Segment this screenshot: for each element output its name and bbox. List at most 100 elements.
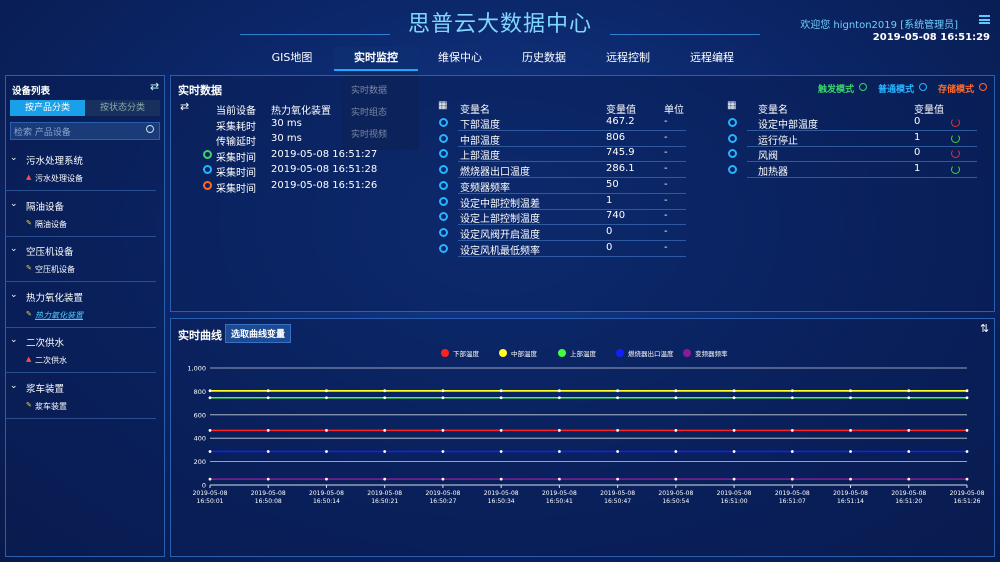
point [266, 396, 270, 400]
table-cell: 设定中部控制温差 [460, 198, 540, 210]
nav-item[interactable]: 远程控制 [606, 51, 650, 64]
point [499, 396, 503, 400]
device-item[interactable]: 二次供水 [35, 356, 67, 365]
device-item[interactable]: 隔油设备 [35, 219, 67, 229]
legend-label: 变频器频率 [695, 349, 728, 358]
x-tick-label: 2019-05-08 16:50:21 [367, 490, 402, 505]
swap-icon[interactable]: ⇄ [180, 100, 190, 113]
nav-item[interactable]: 历史数据 [522, 51, 566, 64]
y-tick-label: 200 [194, 458, 206, 466]
table-cell: - [664, 116, 668, 127]
tab[interactable]: 按状态分类 [85, 100, 160, 116]
point [325, 450, 328, 453]
mode-button[interactable]: 存储模式 [938, 85, 975, 95]
separator [6, 190, 156, 191]
nav-item[interactable]: GIS地图 [271, 51, 313, 64]
group-name[interactable]: 二次供水 [26, 338, 65, 349]
mode-icon [919, 83, 927, 91]
search-box[interactable] [10, 122, 160, 140]
x-tick-label: 2019-05-08 16:51:14 [833, 490, 868, 505]
nav-item[interactable]: 实时监控 [334, 47, 418, 71]
row-icon [439, 196, 448, 206]
table-header: 变量名 [460, 105, 490, 116]
chevron[interactable]: ⌄ [10, 289, 18, 300]
welcome[interactable]: 欢迎您 hignton2019 [系统管理员] [800, 20, 958, 31]
table-cell: 设定上部控制温度 [460, 214, 540, 226]
group-name[interactable]: 热力氧化装置 [26, 292, 84, 304]
row-line [747, 177, 977, 179]
chevron[interactable]: ⌄ [10, 335, 18, 345]
chevron[interactable]: ⌄ [10, 244, 18, 254]
tab[interactable]: 按产品分类 [10, 100, 85, 116]
row-line [458, 224, 686, 226]
table-cell: 运行停止 [758, 135, 798, 147]
search-icon[interactable] [146, 125, 154, 133]
panel-title: 实时数据 [178, 84, 222, 97]
device-item[interactable]: 浆车装置 [35, 401, 67, 411]
info-value: 2019-05-08 16:51:26 [271, 179, 378, 191]
item-icon: ▲ [26, 355, 32, 363]
chevron[interactable]: ⌄ [10, 153, 18, 163]
x-tick-label: 2019-05-08 16:50:41 [542, 490, 577, 505]
select-button[interactable]: 选取曲线变量 [225, 324, 292, 343]
row-line [458, 192, 686, 194]
app-title: 思普云大数据中心 [407, 12, 592, 37]
point [616, 477, 620, 481]
sidebar-title: 设备列表 [12, 86, 51, 97]
mode-button[interactable]: 触发模式 [818, 85, 855, 95]
sort-icon[interactable]: ⇅ [980, 322, 990, 335]
table-cell: 加热器 [758, 167, 788, 179]
group-name[interactable]: 污水处理系统 [26, 156, 84, 167]
point [674, 428, 678, 432]
point [325, 428, 328, 432]
table-cell: 0 [914, 116, 921, 127]
panel-title: 实时曲线 [178, 329, 222, 342]
point [441, 428, 445, 432]
nav-item[interactable]: 远程编程 [690, 51, 734, 64]
group-name[interactable]: 空压机设备 [26, 247, 74, 258]
table-cell: 变频器频率 [460, 182, 510, 194]
nav-item[interactable]: 维保中心 [438, 51, 482, 64]
row-icon [728, 133, 737, 143]
point [965, 428, 969, 432]
table-cell: 50 [606, 178, 619, 190]
table-cell: 中部温度 [460, 135, 500, 147]
chevron[interactable]: ⌄ [10, 198, 18, 209]
point [383, 477, 387, 481]
datetime: 2019-05-08 16:51:29 [872, 32, 990, 43]
row-line [747, 130, 977, 131]
device-item[interactable]: 空压机设备 [35, 265, 75, 274]
legend-swatch [683, 349, 691, 357]
menu-icon[interactable] [979, 15, 990, 24]
swap-icon[interactable]: ⇄ [150, 80, 160, 93]
point [616, 428, 620, 432]
row-icon [728, 149, 737, 159]
device-item[interactable]: 热力氧化装置 [35, 310, 83, 320]
table-cell: - [664, 178, 668, 190]
item-icon: ✎ [26, 309, 32, 318]
power-icon[interactable] [951, 149, 960, 159]
x-tick-label: 2019-05-08 16:51:07 [775, 490, 810, 505]
power-icon[interactable] [951, 133, 960, 143]
chevron[interactable]: ⌄ [10, 380, 18, 391]
point [907, 389, 911, 393]
group-name[interactable]: 浆车装置 [26, 383, 65, 395]
table-cell: 0 [606, 225, 613, 237]
table-header: 变量值 [914, 105, 944, 116]
power-icon[interactable] [951, 118, 960, 127]
point [499, 450, 503, 453]
legend-label: 中部温度 [511, 349, 538, 358]
table-cell: 467.2 [606, 116, 635, 127]
device-item[interactable]: 污水处理设备 [35, 174, 83, 183]
group-name[interactable]: 隔油设备 [26, 201, 65, 213]
info-value: 30 ms [271, 133, 302, 144]
info-label: 采集耗时 [216, 121, 256, 133]
table-cell: - [664, 163, 668, 175]
mode-button[interactable]: 普通模式 [878, 85, 915, 95]
row-icon [439, 243, 448, 253]
item-icon: ✎ [26, 218, 32, 227]
row-icon [728, 165, 737, 175]
power-icon[interactable] [951, 165, 960, 175]
grid-icon: ▦ [727, 100, 737, 111]
